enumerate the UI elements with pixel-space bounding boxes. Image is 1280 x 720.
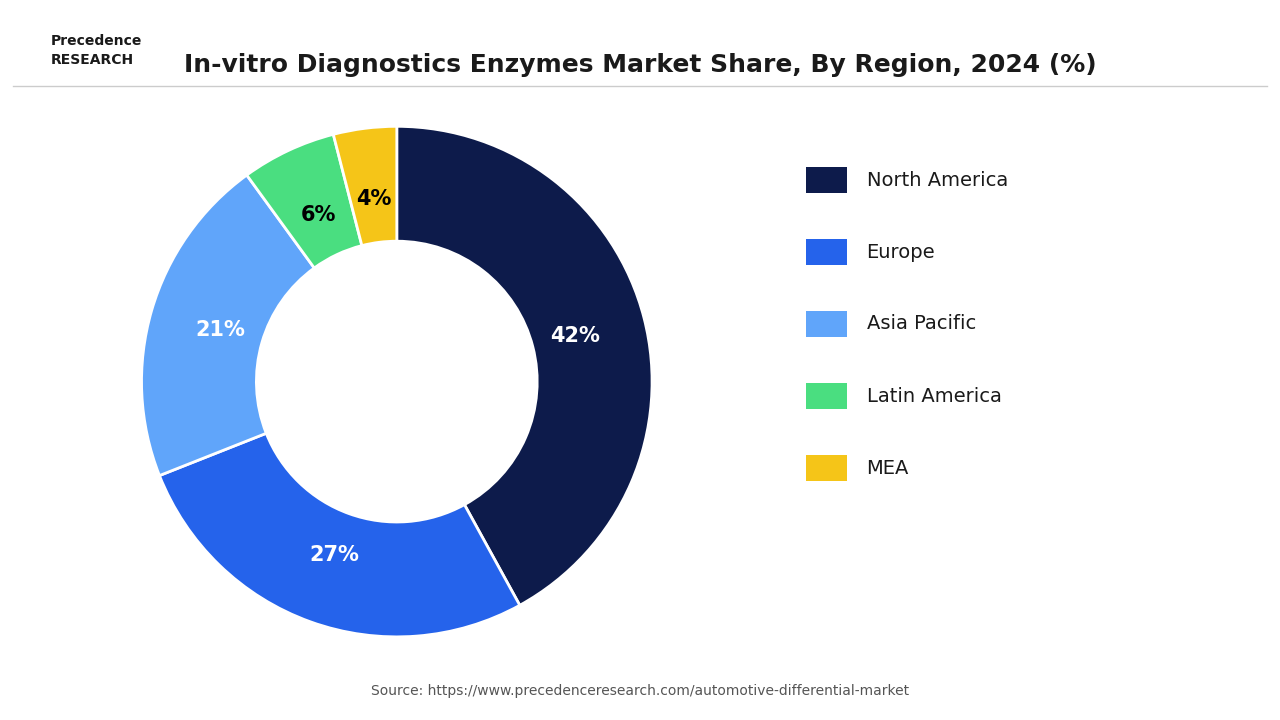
Wedge shape <box>142 175 315 476</box>
Wedge shape <box>333 126 397 246</box>
Text: 21%: 21% <box>196 320 246 341</box>
Text: 6%: 6% <box>301 205 337 225</box>
Text: Precedence
RESEARCH: Precedence RESEARCH <box>51 34 142 67</box>
Text: Latin America: Latin America <box>867 387 1001 405</box>
Text: 4%: 4% <box>356 189 392 210</box>
Text: North America: North America <box>867 171 1007 189</box>
Wedge shape <box>247 135 362 268</box>
Text: Source: https://www.precedenceresearch.com/automotive-differential-market: Source: https://www.precedenceresearch.c… <box>371 684 909 698</box>
Wedge shape <box>160 433 520 637</box>
Wedge shape <box>397 126 652 606</box>
Text: Europe: Europe <box>867 243 936 261</box>
Text: MEA: MEA <box>867 459 909 477</box>
Text: 42%: 42% <box>550 326 600 346</box>
Text: In-vitro Diagnostics Enzymes Market Share, By Region, 2024 (%): In-vitro Diagnostics Enzymes Market Shar… <box>184 53 1096 77</box>
Text: 27%: 27% <box>310 544 360 564</box>
Text: Asia Pacific: Asia Pacific <box>867 315 975 333</box>
